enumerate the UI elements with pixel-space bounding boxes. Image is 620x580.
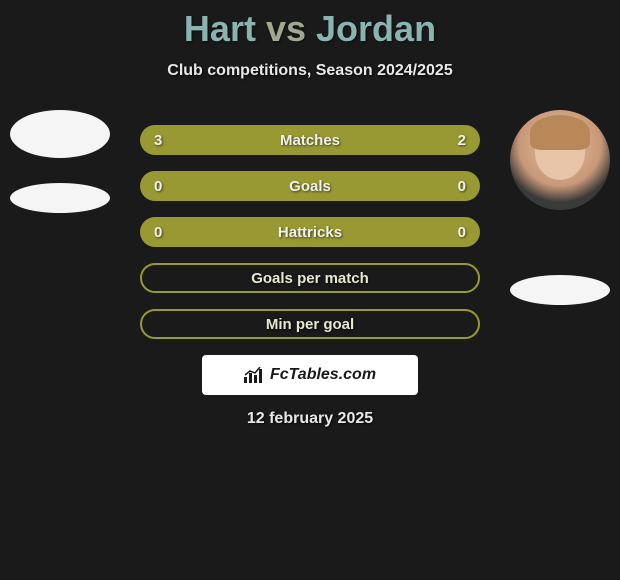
stat-row-goals: 0 Goals 0 [140, 171, 480, 201]
stat-row-goals-per-match: Goals per match [140, 263, 480, 293]
stat-label: Hattricks [174, 224, 446, 241]
player1-avatar [10, 110, 110, 158]
player1-avatar-block [10, 110, 110, 213]
chart-icon [244, 367, 264, 383]
stat-label: Matches [174, 132, 446, 149]
stat-left-value: 3 [154, 132, 174, 149]
stats-container: 3 Matches 2 0 Goals 0 0 Hattricks 0 Goal… [140, 125, 480, 355]
player2-shadow [510, 275, 610, 305]
logo-text: FcTables.com [270, 366, 376, 384]
stat-label: Goals per match [156, 270, 464, 287]
player2-avatar [510, 110, 610, 210]
stat-row-min-per-goal: Min per goal [140, 309, 480, 339]
comparison-title: Hart vs Jordan [0, 0, 620, 50]
stat-left-value: 0 [154, 224, 174, 241]
subtitle: Club competitions, Season 2024/2025 [0, 62, 620, 80]
source-logo: FcTables.com [202, 355, 418, 395]
stat-row-hattricks: 0 Hattricks 0 [140, 217, 480, 247]
stat-label: Goals [174, 178, 446, 195]
player1-name: Hart [184, 8, 256, 49]
stat-right-value: 0 [446, 178, 466, 195]
stat-row-matches: 3 Matches 2 [140, 125, 480, 155]
stat-right-value: 2 [446, 132, 466, 149]
stat-right-value: 0 [446, 224, 466, 241]
stat-left-value: 0 [154, 178, 174, 195]
vs-separator: vs [266, 8, 306, 49]
stat-label: Min per goal [156, 316, 464, 333]
player2-avatar-block [510, 110, 610, 305]
player2-name: Jordan [316, 8, 436, 49]
date-text: 12 february 2025 [0, 410, 620, 428]
player1-shadow [10, 183, 110, 213]
